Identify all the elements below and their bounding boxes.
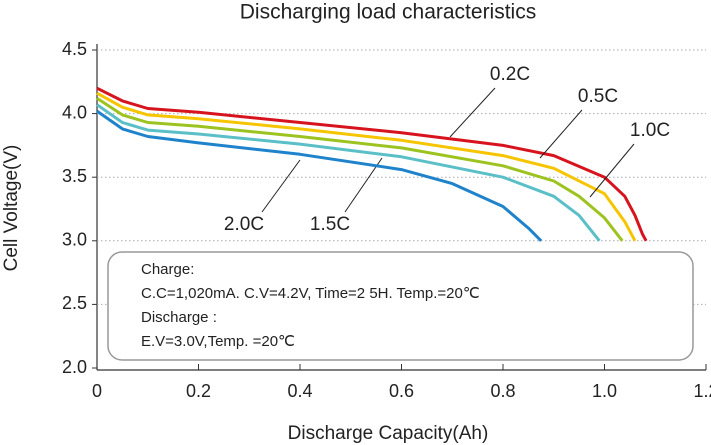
y-axis-label: Cell Voltage(V) xyxy=(1,145,22,272)
x-tick-label: 0.8 xyxy=(490,381,515,401)
series-label: 0.2C xyxy=(490,64,530,85)
chart-title: Discharging load characteristics xyxy=(240,1,536,24)
y-tick-label: 2.0 xyxy=(62,357,87,377)
series-label: 2.0C xyxy=(224,214,264,235)
x-axis-label: Discharge Capacity(Ah) xyxy=(288,423,489,444)
series-line xyxy=(96,91,637,242)
leader-line xyxy=(261,159,301,213)
note-text: Discharge : xyxy=(141,309,217,326)
y-tick-label: 3.0 xyxy=(62,230,87,250)
x-tick-label: 0.2 xyxy=(186,381,211,401)
series-label: 1.0C xyxy=(630,120,670,141)
x-tick-label: 0.4 xyxy=(287,381,312,401)
y-tick-label: 4.0 xyxy=(62,102,87,122)
y-tick-label: 3.5 xyxy=(62,166,87,186)
series-line xyxy=(96,97,624,242)
leader-line xyxy=(589,143,635,198)
leader-line xyxy=(449,87,496,138)
note-box xyxy=(107,251,694,361)
series-label: 1.5C xyxy=(310,214,350,235)
note-text: E.V=3.0V,Temp. =20℃ xyxy=(141,333,295,350)
series-label: 0.5C xyxy=(578,86,618,107)
series-line xyxy=(96,109,543,242)
x-tick-label: 0.6 xyxy=(389,381,414,401)
x-tick-label: 1.0 xyxy=(592,381,617,401)
leader-line xyxy=(539,109,583,159)
series-line xyxy=(96,86,648,242)
series-line xyxy=(96,103,601,242)
note-text: Charge: xyxy=(141,261,194,278)
note-text: C.C=1,020mA. C.V=4.2V, Time=2 5H. Temp.=… xyxy=(141,285,480,302)
x-tick-label: 0 xyxy=(92,381,102,401)
y-tick-label: 2.5 xyxy=(62,293,87,313)
x-tick-label: 1.2 xyxy=(693,381,711,401)
y-tick-label: 4.5 xyxy=(62,39,87,59)
